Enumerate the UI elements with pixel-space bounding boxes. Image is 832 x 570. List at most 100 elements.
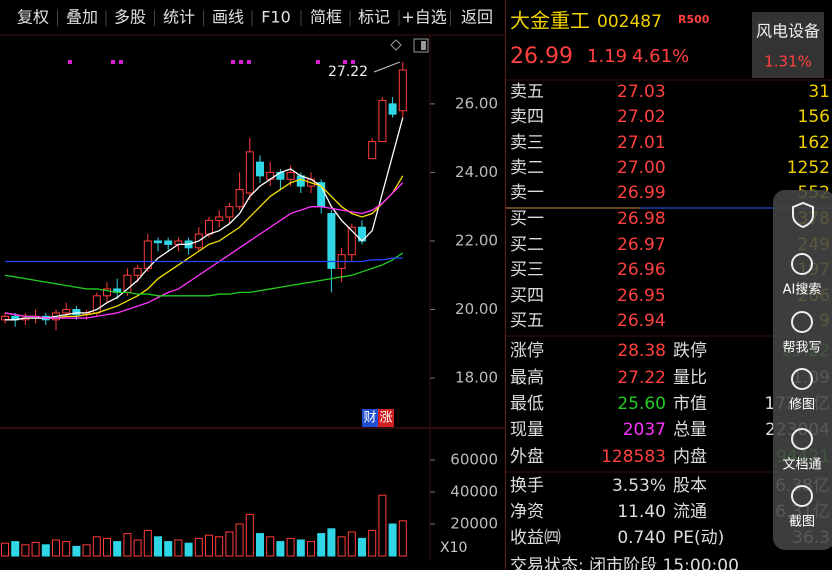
candle-body <box>286 171 295 180</box>
book-label: 卖一 <box>510 183 544 203</box>
volume-bar <box>143 529 152 557</box>
stat-label: 最低 <box>510 394 544 414</box>
sidebar-label[interactable]: 帮我写 <box>782 341 821 356</box>
book-volume: 31 <box>808 82 830 102</box>
volume-bar <box>398 520 407 557</box>
volume-bar <box>347 531 356 557</box>
draw-icon[interactable] <box>390 39 402 51</box>
volume-bar <box>256 533 264 557</box>
volume-bar <box>358 537 366 557</box>
y-tick-label: 18.00 <box>455 369 498 387</box>
toolbar-button[interactable]: 叠加 <box>66 8 98 27</box>
book-price: 27.02 <box>617 107 666 127</box>
stock-code: 002487 <box>597 12 662 32</box>
moving-average <box>4 175 404 319</box>
sector-box[interactable] <box>752 12 824 78</box>
volume-bar <box>21 544 30 557</box>
fund-label: PE(动) <box>673 528 724 548</box>
book-price: 26.95 <box>617 286 666 306</box>
volume-bar <box>113 541 122 557</box>
last-price: 26.99 <box>510 44 573 69</box>
volume-bar <box>52 539 60 557</box>
volume-bar <box>62 541 71 557</box>
book-price: 27.01 <box>617 133 666 153</box>
fund-value: 0.740 <box>617 528 666 548</box>
sector-name: 风电设备 <box>756 22 820 41</box>
sidebar-label[interactable]: 文档通 <box>782 458 821 473</box>
trade-status: 交易状态: 闭市阶段 15:00:00 <box>510 556 739 570</box>
book-label: 卖四 <box>510 107 544 127</box>
volume-bar <box>296 539 305 557</box>
fund-label: 流通 <box>673 502 707 522</box>
stat-label: 跌停 <box>673 341 707 361</box>
event-tag[interactable]: 涨 <box>379 411 392 426</box>
volume-scale: X10 <box>440 540 467 556</box>
candle-body <box>62 309 71 314</box>
sidebar-icon[interactable] <box>791 428 813 450</box>
book-price: 26.94 <box>617 311 666 331</box>
sidebar-icon[interactable] <box>791 253 813 275</box>
toolbar-button[interactable]: 多股 <box>114 8 146 27</box>
sidebar-icon[interactable] <box>791 368 813 390</box>
book-label: 卖五 <box>510 82 544 102</box>
toolbar-button[interactable]: 简框 <box>310 8 342 27</box>
sidebar-icon[interactable] <box>791 311 813 333</box>
event-tag[interactable]: 财 <box>363 411 376 426</box>
volume-bar <box>154 536 162 557</box>
stat-value: 28.38 <box>617 341 666 361</box>
candle-body <box>143 240 152 269</box>
candle-body <box>245 151 254 194</box>
volume-bar <box>225 531 234 557</box>
volume-bar <box>164 541 173 557</box>
volume-bar <box>194 537 203 557</box>
sidebar-label[interactable]: AI搜索 <box>783 283 822 298</box>
toolbar-button[interactable]: 复权 <box>17 8 49 27</box>
sidebar-icon[interactable] <box>791 485 813 507</box>
toolbar-button[interactable]: 标记 <box>358 8 390 27</box>
y-tick-label: 22.00 <box>455 231 498 249</box>
toolbar-button[interactable]: +自选 <box>401 8 446 27</box>
book-label: 卖二 <box>510 158 544 178</box>
book-price: 27.00 <box>617 158 666 178</box>
volume-tick-label: 20000 <box>450 515 498 533</box>
sidebar-shield[interactable] <box>792 201 814 229</box>
volume-tick-label: 40000 <box>450 483 498 501</box>
volume-bar <box>317 533 326 557</box>
stat-value: 128583 <box>601 447 666 467</box>
fund-label: 净资 <box>510 502 544 522</box>
sidebar-label[interactable]: 截图 <box>789 515 815 530</box>
price-change: 1.19 <box>587 46 627 67</box>
book-label: 卖三 <box>510 133 544 153</box>
toolbar-button[interactable]: F10 <box>261 8 291 27</box>
volume-bar <box>133 539 142 557</box>
toolbar-button[interactable]: 统计 <box>163 8 195 27</box>
moving-average <box>4 182 404 319</box>
event-tag-bg <box>362 409 378 427</box>
book-price: 26.97 <box>617 235 666 255</box>
stat-label: 涨停 <box>510 341 544 361</box>
y-tick-label: 26.00 <box>455 94 498 112</box>
candle-body <box>205 219 213 235</box>
volume-bar <box>92 536 101 557</box>
candle-body <box>123 274 132 293</box>
y-tick-label: 20.00 <box>455 300 498 318</box>
volume-bar <box>215 536 224 557</box>
layout-icon[interactable] <box>413 38 429 53</box>
volume-bar <box>103 537 111 557</box>
stat-label: 外盘 <box>510 447 544 467</box>
sidebar-label[interactable]: 修图 <box>789 398 815 413</box>
volume-bar <box>1 542 9 557</box>
volume-bar <box>205 534 213 557</box>
toolbar-button[interactable]: 返回 <box>461 8 493 27</box>
toolbar-button[interactable]: 画线 <box>212 8 244 27</box>
layout-icon-fill <box>421 41 426 50</box>
volume-bar <box>174 539 183 557</box>
sector-pct: 1.31% <box>764 53 812 71</box>
candle-body <box>296 175 305 187</box>
volume-bar <box>307 541 315 557</box>
event-tag-bg <box>378 409 394 427</box>
fund-label: 换手 <box>510 476 544 496</box>
volume-bar <box>41 544 50 557</box>
